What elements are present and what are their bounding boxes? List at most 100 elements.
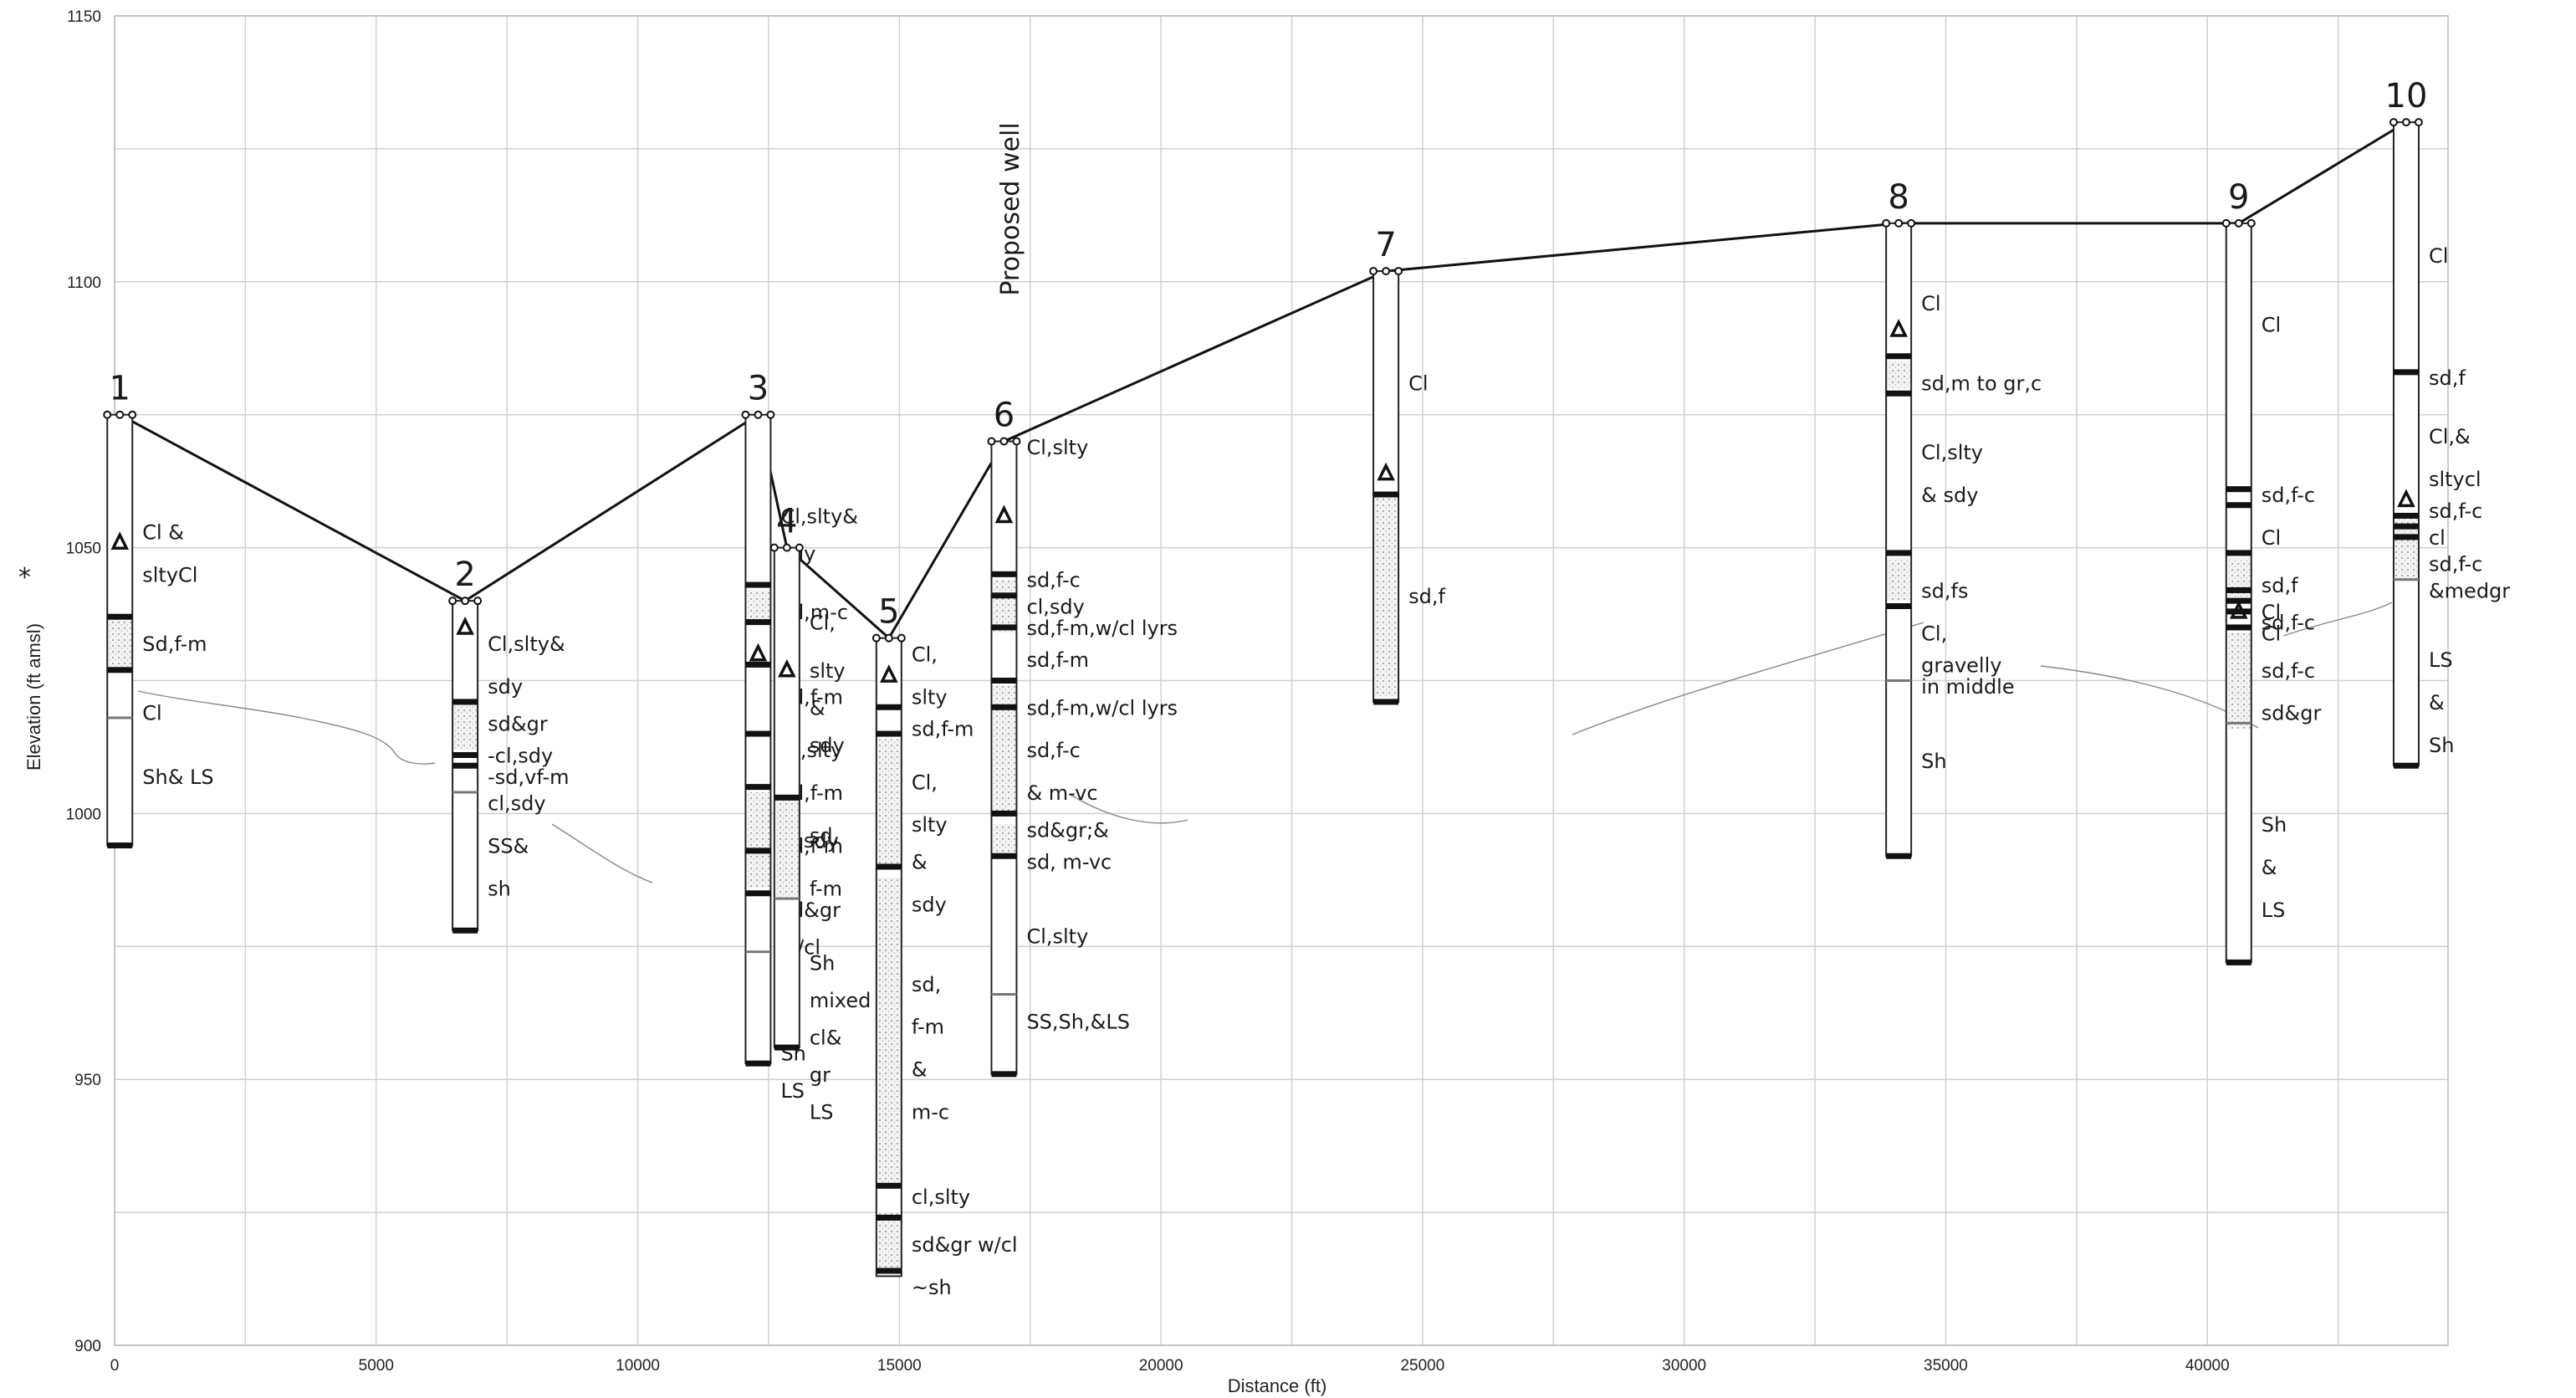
y-tick-label: 1100	[67, 274, 101, 292]
lithology-label: m-c	[912, 1100, 949, 1124]
lithology-contact	[774, 1044, 800, 1051]
lithology-label: sd, m-vc	[1026, 851, 1112, 874]
lithology-label: Sh	[1921, 750, 1946, 773]
surface-point	[461, 597, 470, 606]
surface-point	[2234, 218, 2243, 228]
lithology-label: cl,slty	[912, 1185, 970, 1209]
lithology-label: LS	[780, 1079, 805, 1103]
sand-interval	[992, 579, 1015, 633]
surface-point	[128, 410, 137, 419]
thin-contact	[991, 993, 1017, 996]
lithology-contact	[745, 890, 771, 897]
lithology-contact	[1373, 491, 1399, 498]
lithology-label: Cl,slty	[1026, 925, 1088, 949]
surface-point	[1382, 267, 1391, 276]
lithology-label: LS	[810, 1100, 834, 1124]
lithology-contact	[1886, 390, 1912, 397]
lithology-label: cl	[2429, 526, 2446, 550]
well-number: 6	[994, 396, 1015, 434]
lithology-contact	[107, 613, 133, 620]
sand-interval	[2227, 558, 2251, 602]
lithology-contact	[991, 704, 1017, 710]
lithology-label: Cl	[1408, 372, 1428, 396]
lithology-contact	[2393, 512, 2419, 519]
lithology-contact	[1886, 550, 1912, 556]
well-column	[744, 413, 772, 1065]
sand-interval	[1887, 361, 1910, 388]
sand-interval	[108, 617, 131, 670]
y-tick-label: 1000	[66, 806, 101, 823]
surface-point	[1894, 218, 1904, 228]
sand-interval	[775, 797, 799, 899]
lithology-label: sd,m to gr,c	[1921, 372, 2042, 396]
x-tick-label: 25000	[1400, 1357, 1444, 1375]
surface-point	[115, 410, 125, 419]
lithology-label: Sh	[2262, 813, 2287, 837]
lithology-contact	[991, 678, 1017, 684]
lithology-label: sltycl	[2429, 468, 2481, 491]
lithology-label: -sd,vf-m	[488, 766, 569, 789]
lithology-contact	[991, 853, 1017, 859]
lithology-label: Cl,&	[2429, 425, 2471, 448]
lithology-label: sdy	[912, 893, 947, 916]
lithology-label: sdy	[488, 675, 523, 699]
water-level-marker	[749, 643, 768, 662]
surface-point	[2414, 118, 2423, 127]
x-tick-label: 20000	[1139, 1357, 1183, 1375]
lithology-contact	[2226, 502, 2251, 509]
sand-interval	[746, 590, 769, 622]
lithology-label: sh	[488, 877, 511, 900]
lithology-contact	[2226, 624, 2251, 631]
surface-point	[754, 410, 763, 419]
lithology-label: sd,f	[2262, 574, 2298, 597]
lithology-contact	[991, 1071, 1017, 1078]
lithology-label: &	[2262, 856, 2277, 879]
surface-point	[782, 543, 791, 552]
lithology-label: cl&	[810, 1026, 842, 1049]
lithology-label: mixed	[810, 989, 871, 1012]
lithology-label: sd,f-c	[1026, 739, 1080, 762]
surface-point	[871, 633, 881, 643]
surface-point	[766, 410, 775, 419]
thin-contact	[452, 791, 478, 794]
sand-interval	[1887, 558, 1910, 602]
sand-interval	[746, 791, 769, 888]
well-number: 8	[1888, 178, 1909, 217]
lithology-contact	[452, 927, 478, 934]
lithology-label: Cl	[2429, 244, 2448, 268]
lithology-contact	[876, 730, 902, 737]
water-level-marker	[2229, 600, 2248, 619]
lithology-contact	[2393, 369, 2419, 376]
lithology-label: sd,f-c	[2262, 612, 2315, 635]
x-tick-label: 30000	[1662, 1357, 1706, 1375]
lithology-label: sd,f-c	[2262, 484, 2315, 507]
lithology-label: Cl	[2262, 526, 2281, 550]
lithology-label: sdy	[810, 734, 845, 757]
sand-interval	[1374, 494, 1398, 697]
y-tick-label: 900	[74, 1338, 101, 1355]
lithology-label: -cl,sdy	[488, 744, 553, 767]
lithology-contact	[745, 581, 771, 588]
water-level-marker	[778, 658, 796, 678]
x-tick-label: 35000	[1924, 1357, 1968, 1375]
well-8: 8 Cl sd,m to gr,c Cl,slty & sdy sd,fs Cl, grave…	[1882, 178, 2042, 859]
thin-contact	[2393, 578, 2419, 581]
lithology-contact	[2226, 486, 2251, 493]
thin-contact	[2226, 721, 2251, 725]
lithology-label: Sh& LS	[142, 766, 213, 789]
lithology-contact	[876, 863, 902, 870]
surface-point	[795, 543, 804, 552]
lithology-contact	[1373, 699, 1399, 705]
lithology-contact	[1886, 603, 1912, 610]
lithology-contact	[745, 661, 771, 668]
lithology-contact	[991, 810, 1017, 817]
lithology-contact	[452, 699, 478, 705]
lithology-label: & m-vc	[1026, 781, 1097, 805]
lithology-contact	[1886, 353, 1912, 360]
water-level-marker	[994, 504, 1014, 524]
lithology-contact	[876, 1267, 902, 1274]
well-column	[2392, 121, 2420, 767]
proposed-well-annotation: Proposed well	[996, 122, 1025, 295]
